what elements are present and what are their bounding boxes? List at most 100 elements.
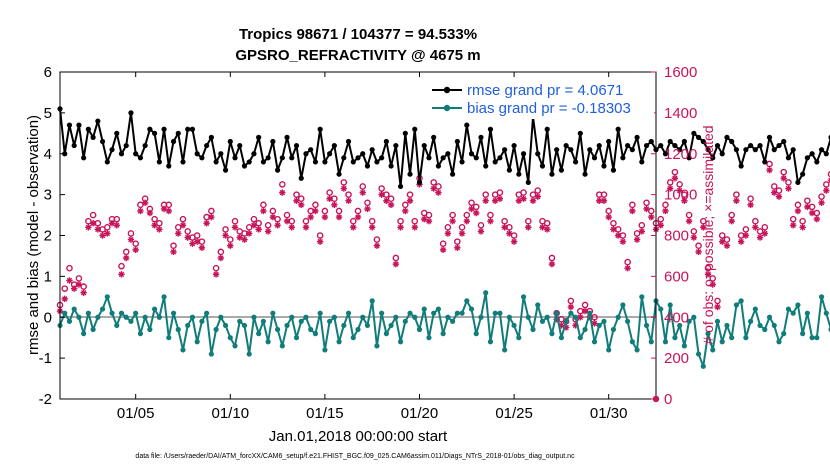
chart-title-line2: GPSRO_REFRACTIVITY @ 4675 m [235, 47, 480, 64]
chart-title-line1: Tropics 98671 / 104377 = 94.533% [239, 26, 477, 43]
bias-point [95, 314, 101, 320]
rmse-point [582, 171, 588, 177]
obs-assimilated-point [127, 236, 135, 243]
bias-point [700, 363, 706, 369]
obs-assimilated-point [212, 271, 220, 278]
bias-point [142, 314, 148, 320]
rmse-point [152, 130, 158, 136]
obs-assimilated-point [160, 205, 168, 213]
obs-possible-point [113, 215, 121, 223]
bias-point [577, 335, 583, 341]
obs-possible-point [122, 248, 130, 256]
obs-assimilated-point [321, 213, 329, 221]
obs-possible-point [264, 221, 272, 229]
obs-assimilated-point [222, 232, 229, 239]
obs-possible-point [411, 217, 419, 225]
rmse-point [506, 167, 512, 173]
bias-point [549, 331, 555, 337]
bias-point [781, 331, 787, 337]
rmse-point [170, 138, 177, 145]
rmse-point [133, 151, 139, 157]
bias-point [473, 331, 479, 337]
obs-possible-point [430, 179, 437, 186]
rmse-point [308, 147, 314, 153]
bias-point [194, 339, 200, 345]
rmse-point [147, 126, 153, 132]
bias-point [804, 310, 810, 316]
obs-possible-point [700, 217, 707, 225]
obs-assimilated-point [255, 226, 262, 233]
obs-possible-point [208, 207, 215, 215]
rmse-point [757, 142, 763, 149]
obs-assimilated-point [108, 220, 116, 227]
obs-possible-point [543, 219, 551, 227]
bias-point [785, 306, 792, 312]
bias-point [672, 335, 678, 341]
rmse-point [450, 171, 456, 177]
rmse-point [194, 151, 200, 157]
obs-possible-point [524, 217, 532, 225]
obs-assimilated-point [544, 226, 551, 233]
rmse-point [185, 126, 191, 132]
obs-assimilated-point [737, 238, 745, 245]
obs-assimilated-point [515, 197, 523, 204]
y-right-tick-label: 600 [664, 268, 689, 285]
bias-point [213, 326, 219, 333]
rmse-point [431, 134, 437, 140]
bias-point [539, 318, 546, 324]
obs-assimilated-point [648, 213, 655, 221]
bias-point [336, 339, 342, 345]
obs-possible-point [260, 201, 267, 209]
obs-assimilated-point [662, 207, 669, 215]
bias-point [76, 314, 82, 320]
obs-assimilated-point [766, 166, 773, 174]
rmse-point [208, 134, 214, 140]
obs-possible-point [354, 207, 362, 215]
obs-possible-point [184, 228, 192, 235]
obs-assimilated-point [567, 303, 575, 311]
bias-point [771, 322, 777, 329]
bias-point [189, 314, 196, 320]
obs-possible-point [66, 264, 73, 272]
obs-assimilated-point [274, 222, 281, 229]
bias-point [724, 322, 730, 329]
obs-possible-point [695, 242, 702, 250]
rmse-point [572, 159, 579, 165]
rmse-point [677, 147, 683, 153]
bias-point [350, 335, 356, 341]
obs-possible-point [293, 191, 300, 198]
obs-assimilated-point [747, 201, 754, 209]
rmse-point [303, 151, 309, 157]
obs-possible-point [747, 195, 754, 203]
bias-point [563, 318, 569, 324]
bias-point [809, 335, 815, 341]
bias-point [147, 326, 153, 333]
obs-possible-point [818, 193, 825, 200]
rmse-point [222, 167, 229, 173]
obs-possible-point [804, 197, 811, 205]
rmse-point [204, 142, 210, 149]
bias-point [199, 318, 205, 324]
obs-assimilated-point [132, 246, 139, 254]
rmse-point [539, 163, 546, 169]
rmse-point [227, 138, 233, 145]
obs-assimilated-point [709, 281, 716, 288]
rmse-point [738, 163, 744, 169]
bias-point [128, 318, 134, 324]
bias-point [232, 343, 238, 349]
legend: rmse grand pr = 4.0671 bias grand pr = -… [428, 79, 654, 119]
rmse-point [161, 126, 167, 132]
obs-assimilated-point [421, 215, 428, 223]
obs-assimilated-point [510, 238, 518, 245]
obs-assimilated-point [264, 228, 272, 235]
obs-possible-point [402, 201, 409, 209]
rmse-point [440, 155, 446, 161]
obs-possible-point [269, 207, 277, 215]
rmse-point [71, 142, 77, 149]
bias-point [180, 347, 186, 353]
obs-assimilated-point [118, 271, 125, 278]
obs-assimilated-point [61, 295, 68, 303]
bias-point [397, 339, 404, 345]
rmse-point [90, 134, 96, 140]
bias-point [681, 343, 687, 349]
